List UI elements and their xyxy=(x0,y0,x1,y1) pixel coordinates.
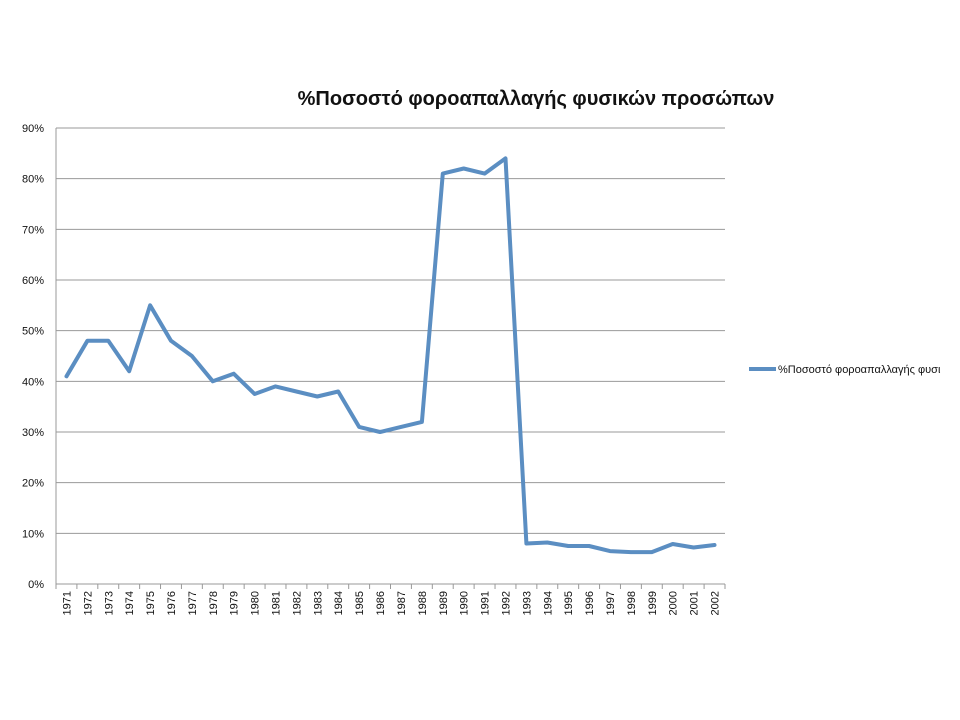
x-axis-ticks: 1971 1972 1973 1974 1975 1976 1977 1978 1979 1980… xyxy=(55,584,726,615)
y-tick-label: 10% xyxy=(22,528,44,540)
x-tick-label: 1981 xyxy=(271,591,283,615)
y-tick-label: 20% xyxy=(22,478,44,490)
x-tick-label: 1978 xyxy=(208,591,220,615)
y-tick-label: 30% xyxy=(22,427,44,439)
x-tick-label: 1999 xyxy=(647,591,659,615)
series-line xyxy=(64,156,717,555)
x-tick-label: 2000 xyxy=(668,591,680,615)
y-tick-label: 90% xyxy=(22,123,44,135)
y-tick-label: 60% xyxy=(22,275,44,287)
y-tick-label: 0% xyxy=(28,579,44,591)
legend: %Ποσοστό φοροαπαλλαγής φυσι xyxy=(749,364,941,376)
x-tick-label: 1973 xyxy=(103,591,115,615)
x-tick-label: 1976 xyxy=(166,591,178,615)
x-tick-label: 1982 xyxy=(291,591,303,615)
x-tick-label: 1995 xyxy=(563,591,575,615)
x-tick-label: 1971 xyxy=(61,591,73,615)
x-tick-label: 1980 xyxy=(250,591,262,615)
y-tick-label: 50% xyxy=(22,326,44,338)
x-tick-label: 1979 xyxy=(229,591,241,615)
x-tick-label: 1987 xyxy=(396,591,408,615)
x-tick-label: 1991 xyxy=(480,591,492,615)
x-tick-label: 2002 xyxy=(710,591,722,615)
x-tick-label: 1972 xyxy=(82,591,94,615)
x-tick-label: 1990 xyxy=(459,591,471,615)
x-tick-label: 1983 xyxy=(312,591,324,615)
y-axis-ticks: 0% 10% 20% 30% 40% 50% 60% 70% 80% 90% xyxy=(22,123,44,591)
x-tick-label: 1997 xyxy=(605,591,617,615)
chart-title: %Ποσοστό φοροαπαλλαγής φυσικών προσώπων xyxy=(298,88,775,110)
x-tick-label: 2001 xyxy=(689,591,701,615)
x-tick-label: 1989 xyxy=(438,591,450,615)
y-tick-label: 40% xyxy=(22,376,44,388)
y-tick-label: 70% xyxy=(22,224,44,236)
gridlines xyxy=(55,127,725,585)
x-tick-label: 1993 xyxy=(521,591,533,615)
x-tick-label: 1992 xyxy=(500,591,512,615)
x-tick-label: 1984 xyxy=(333,591,345,615)
y-tick-label: 80% xyxy=(22,174,44,186)
x-tick-label: 1977 xyxy=(187,591,199,615)
x-tick-label: 1986 xyxy=(375,591,387,615)
x-tick-label: 1996 xyxy=(584,591,596,615)
x-tick-label: 1998 xyxy=(626,591,638,615)
x-tick-label: 1994 xyxy=(542,591,554,615)
legend-label: %Ποσοστό φοροαπαλλαγής φυσι xyxy=(778,364,941,376)
x-tick-label: 1975 xyxy=(145,591,157,615)
x-tick-label: 1974 xyxy=(124,591,136,615)
x-tick-label: 1988 xyxy=(417,591,429,615)
x-tick-label: 1985 xyxy=(354,591,366,615)
